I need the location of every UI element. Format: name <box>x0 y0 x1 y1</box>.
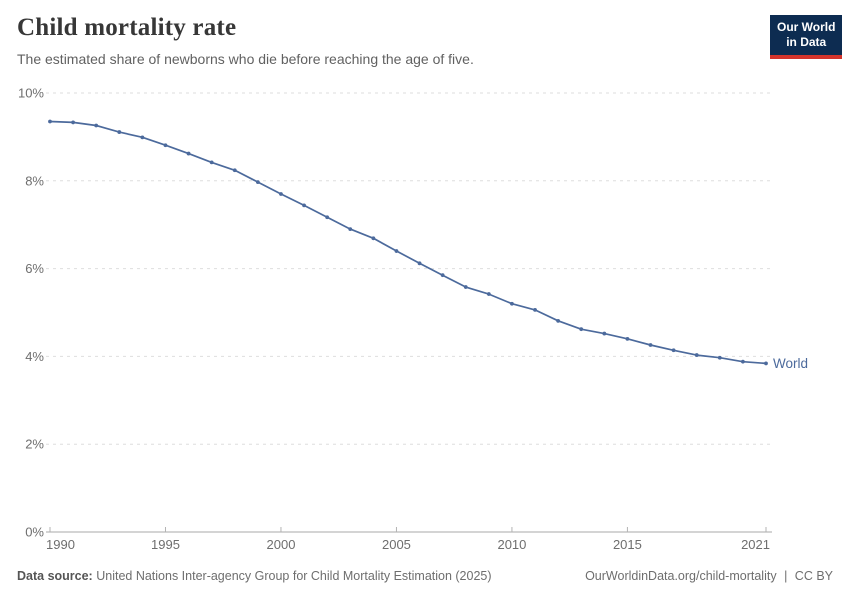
x-tick-label: 2010 <box>497 537 526 552</box>
chart-footer: Data source: United Nations Inter-agency… <box>0 566 850 590</box>
y-tick-label: 10% <box>18 86 44 101</box>
y-tick-label: 2% <box>25 437 44 452</box>
data-point <box>579 327 584 332</box>
data-point <box>232 168 237 173</box>
x-tick-label: 2000 <box>267 537 296 552</box>
data-point <box>417 261 422 266</box>
footer-separator: | <box>784 569 788 583</box>
data-point <box>717 355 722 360</box>
x-tick-label: 2015 <box>613 537 642 552</box>
data-point <box>255 180 260 185</box>
data-point <box>440 273 445 278</box>
x-tick-label: 1990 <box>46 537 75 552</box>
data-point <box>348 227 353 231</box>
data-point <box>463 285 468 289</box>
data-point <box>325 215 330 220</box>
data-point <box>71 120 75 125</box>
data-source-text: United Nations Inter-agency Group for Ch… <box>96 569 492 583</box>
x-tick-label: 1995 <box>151 537 180 552</box>
data-point <box>648 343 653 347</box>
data-point <box>510 301 514 306</box>
y-tick-label: 8% <box>25 173 44 188</box>
footer-credits: OurWorldinData.org/child-mortality | CC … <box>585 569 833 583</box>
data-point <box>764 361 768 366</box>
data-point <box>371 236 376 241</box>
data-point <box>48 119 52 124</box>
data-point <box>533 307 537 312</box>
data-point <box>741 359 745 364</box>
data-point <box>556 318 561 323</box>
data-source: Data source: United Nations Inter-agency… <box>17 569 492 583</box>
data-point <box>625 336 630 341</box>
data-point <box>117 130 122 134</box>
data-point <box>140 135 145 140</box>
y-tick-label: 0% <box>25 525 44 540</box>
data-point <box>671 348 676 353</box>
data-point <box>394 249 399 253</box>
chart-subtitle: The estimated share of newborns who die … <box>17 51 474 67</box>
series-line <box>49 120 767 365</box>
x-tick-label: 2021 <box>741 537 770 552</box>
owid-logo-line2: in Data <box>786 35 827 50</box>
data-point <box>602 331 607 336</box>
y-tick-label: 6% <box>25 261 44 276</box>
data-source-label: Data source: <box>17 569 93 583</box>
chart-title: Child mortality rate <box>17 14 237 41</box>
footer-url-link[interactable]: OurWorldinData.org/child-mortality <box>585 569 777 583</box>
owid-logo[interactable]: Our World in Data <box>770 15 843 59</box>
data-point <box>209 160 214 165</box>
data-point <box>302 203 306 208</box>
data-point <box>94 123 99 128</box>
data-point <box>486 292 491 296</box>
y-tick-label: 4% <box>25 349 44 364</box>
series-end-label: World <box>773 356 808 371</box>
data-point <box>279 192 283 196</box>
data-point <box>186 151 191 156</box>
data-point <box>694 353 699 357</box>
owid-logo-line1: Our World <box>777 20 836 34</box>
x-tick-label: 2005 <box>382 537 411 552</box>
footer-license: CC BY <box>794 569 833 583</box>
data-point <box>163 143 168 148</box>
